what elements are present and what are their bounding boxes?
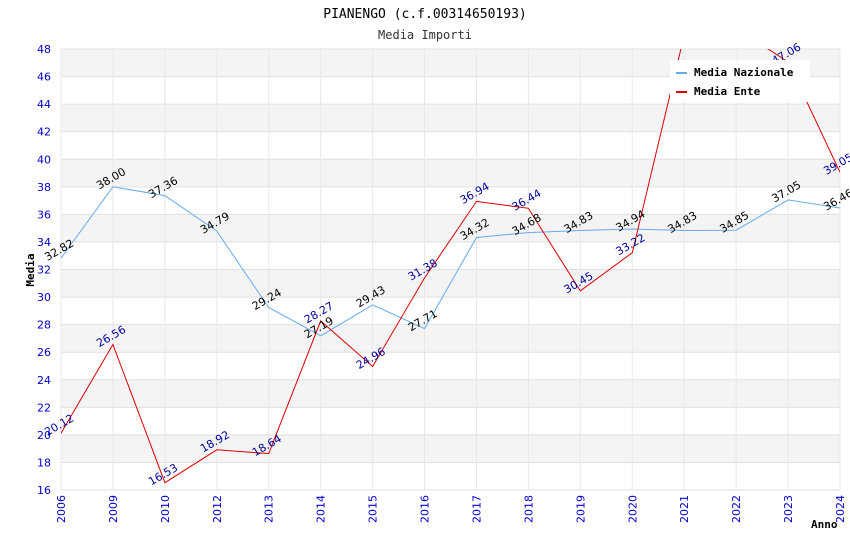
- plot-band: [61, 241, 840, 270]
- series-line-media-ente: [61, 49, 840, 484]
- plot-band: [61, 407, 840, 435]
- plot-band: [61, 104, 840, 132]
- plot-background: [61, 49, 840, 490]
- x-tick-label: 2020: [626, 495, 639, 523]
- grid-lines: [60, 48, 841, 491]
- x-tick-label: 2015: [367, 495, 380, 523]
- x-tick-label: 2016: [419, 495, 432, 523]
- y-tick-label: 22: [37, 401, 51, 414]
- y-tick-label: 24: [37, 374, 51, 387]
- plot-band: [61, 131, 840, 160]
- legend-label-media-ente: Media Ente: [694, 85, 761, 98]
- y-tick-label: 44: [37, 98, 51, 111]
- legend-box: [670, 60, 810, 102]
- y-tick-label: 32: [37, 264, 51, 277]
- plot-band: [61, 159, 840, 187]
- y-tick-label: 46: [37, 71, 51, 84]
- y-axis: 16 18 20 22 24 26 28 30 32 34 36 38 40 42 44 46 48: [37, 43, 51, 497]
- x-tick-label: 2009: [107, 495, 120, 523]
- y-tick-label: 20: [37, 429, 51, 442]
- y-tick-label: 48: [37, 43, 51, 56]
- x-tick-label: 2012: [211, 495, 224, 523]
- x-tick-label: 2014: [315, 495, 328, 523]
- plot-band: [61, 462, 840, 490]
- legend-label-media-nazionale: Media Nazionale: [694, 66, 794, 79]
- y-tick-label: 26: [37, 346, 51, 359]
- y-tick-label: 16: [37, 484, 51, 497]
- x-tick-label: 2013: [263, 495, 276, 523]
- chart-title: PIANENGO (c.f.00314650193): [323, 7, 527, 22]
- x-tick-label: 2019: [574, 495, 587, 523]
- plot-band: [61, 214, 840, 242]
- y-axis-label: Media: [24, 253, 37, 286]
- series-lines: [61, 49, 840, 484]
- legend: Media Nazionale Media Ente: [670, 60, 810, 102]
- x-tick-label: 2017: [470, 495, 483, 523]
- plot-band: [61, 379, 840, 408]
- y-tick-label: 40: [37, 153, 51, 166]
- plot-band: [61, 186, 840, 215]
- y-tick-label: 18: [37, 456, 51, 469]
- plot-band: [61, 434, 840, 463]
- x-tick-label: 2021: [678, 495, 691, 523]
- plot-band: [61, 324, 840, 353]
- x-axis: 2006 2009 2010 2012 2013 2014 2015 2016 2017 2018…: [55, 495, 847, 523]
- y-tick-label: 42: [37, 126, 51, 139]
- plot-band: [61, 297, 840, 325]
- y-tick-label: 36: [37, 208, 51, 221]
- y-tick-label: 28: [37, 319, 51, 332]
- x-tick-label: 2023: [782, 495, 795, 523]
- y-tick-label: 30: [37, 291, 51, 304]
- x-tick-label: 2010: [159, 495, 172, 523]
- x-tick-label: 2022: [730, 495, 743, 523]
- chart-subtitle: Media Importi: [378, 28, 472, 42]
- x-tick-label: 2006: [55, 495, 68, 523]
- x-tick-label: 2018: [522, 495, 535, 523]
- series-line-media-nazionale: [61, 186, 840, 337]
- y-tick-label: 38: [37, 181, 51, 194]
- plot-band: [61, 352, 840, 380]
- x-tick-label: 2024: [834, 495, 847, 523]
- x-axis-label: Anno: [811, 518, 838, 531]
- y-tick-label: 34: [37, 236, 51, 249]
